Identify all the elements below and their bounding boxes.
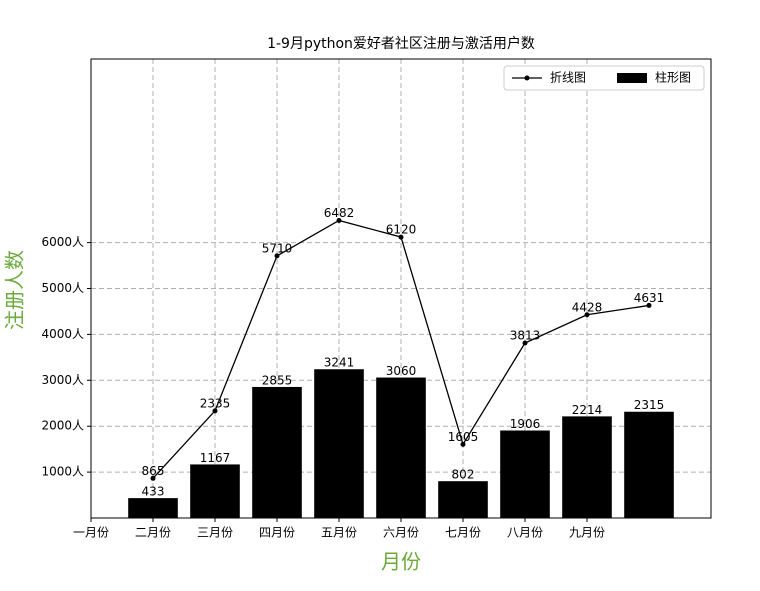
bar-value-label: 3241 bbox=[324, 356, 355, 370]
line-point bbox=[646, 302, 652, 308]
x-tick-label: 九月份 bbox=[569, 526, 605, 540]
line-point bbox=[584, 312, 590, 318]
bar bbox=[190, 464, 240, 518]
line-point bbox=[212, 408, 218, 414]
bar bbox=[314, 369, 364, 518]
y-tick-label: 6000人 bbox=[41, 235, 84, 249]
x-tick-label: 五月份 bbox=[321, 526, 357, 540]
line-value-label: 4631 bbox=[634, 291, 665, 305]
bar-value-label: 433 bbox=[142, 485, 165, 499]
legend-label: 柱形图 bbox=[655, 70, 691, 85]
bar bbox=[438, 481, 488, 518]
x-tick-label: 八月份 bbox=[507, 526, 543, 540]
line-point bbox=[336, 217, 342, 223]
y-tick-label: 3000人 bbox=[41, 373, 84, 387]
line-value-label: 6482 bbox=[324, 206, 355, 220]
line-value-label: 2335 bbox=[200, 396, 231, 410]
legend-swatch bbox=[617, 73, 647, 83]
plot-frame bbox=[90, 58, 712, 519]
line-value-label: 6120 bbox=[386, 223, 417, 237]
y-tick-label: 1000人 bbox=[41, 465, 84, 479]
bar bbox=[500, 430, 550, 518]
x-tick-label: 六月份 bbox=[383, 526, 419, 540]
line-value-label: 4428 bbox=[572, 300, 603, 314]
bar-value-label: 2315 bbox=[634, 398, 665, 412]
line-point bbox=[150, 475, 156, 481]
bar bbox=[252, 386, 302, 518]
line-point bbox=[460, 441, 466, 447]
chart-title: 1-9月python爱好者社区注册与激活用户数 bbox=[267, 35, 535, 52]
x-tick-label: 七月份 bbox=[445, 526, 481, 540]
bar-value-label: 2214 bbox=[572, 403, 603, 417]
bar-value-label: 802 bbox=[452, 468, 475, 482]
bar-value-label: 1167 bbox=[200, 451, 231, 465]
line-value-label: 5710 bbox=[262, 241, 293, 255]
line-point bbox=[274, 253, 280, 259]
bar bbox=[624, 411, 674, 518]
bar-value-label: 1906 bbox=[510, 417, 541, 431]
bar bbox=[376, 377, 426, 518]
bar bbox=[562, 416, 612, 518]
x-tick-label: 四月份 bbox=[259, 526, 295, 540]
y-tick-label: 2000人 bbox=[41, 419, 84, 433]
line-value-label: 3813 bbox=[510, 328, 541, 342]
bar-value-label: 2855 bbox=[262, 373, 293, 387]
line-point bbox=[522, 340, 528, 346]
x-tick-label: 一月份 bbox=[73, 526, 109, 540]
bar bbox=[128, 498, 178, 518]
line-value-label: 865 bbox=[142, 464, 165, 478]
line-point bbox=[398, 234, 404, 240]
x-tick-label: 三月份 bbox=[197, 526, 233, 540]
x-axis-label: 月份 bbox=[381, 550, 421, 574]
y-tick-label: 5000人 bbox=[41, 281, 84, 295]
bar-value-label: 3060 bbox=[386, 364, 417, 378]
legend-point bbox=[524, 75, 530, 81]
legend-box bbox=[503, 65, 705, 91]
y-tick-label: 4000人 bbox=[41, 327, 84, 341]
x-tick-label: 二月份 bbox=[135, 526, 171, 540]
legend-label: 折线图 bbox=[550, 70, 586, 85]
y-axis-label: 注册人数 bbox=[3, 250, 27, 330]
line-value-label: 1605 bbox=[448, 430, 479, 444]
